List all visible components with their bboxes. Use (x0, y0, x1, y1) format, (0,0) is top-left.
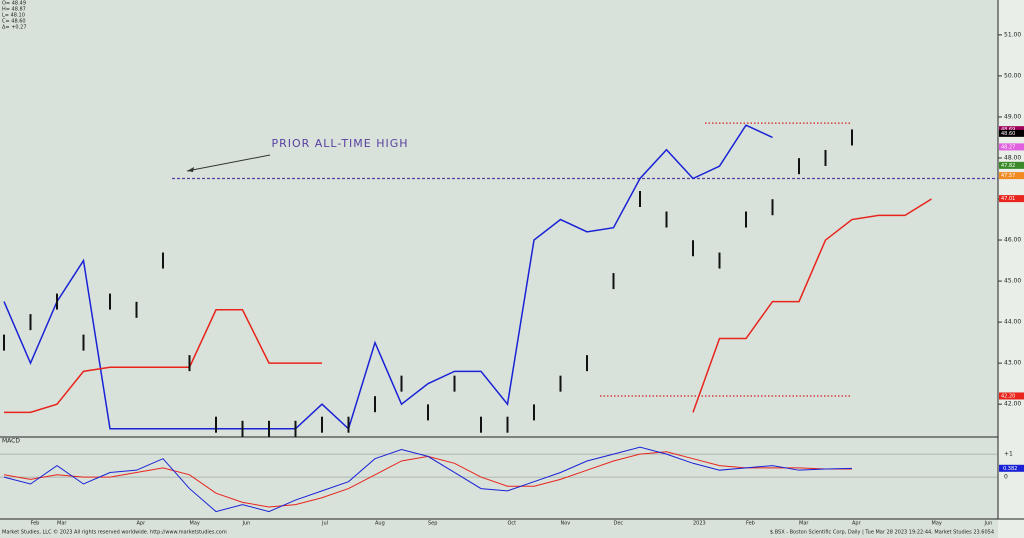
price-label: 47.57 (1001, 173, 1015, 179)
x-tick-label: Apr (137, 521, 147, 527)
price-bar (29, 314, 32, 331)
x-tick-label: Nov (561, 521, 571, 527)
x-tick-label: Dec (614, 521, 624, 527)
price-bar (321, 416, 323, 433)
y-tick-label: 51.00 (1004, 31, 1021, 38)
x-tick-label: Mar (799, 521, 809, 527)
axis-panel (998, 0, 1024, 538)
price-bar (612, 273, 615, 290)
overlay-line (3, 124, 773, 431)
price-label: 47.82 (1001, 163, 1015, 169)
price-bar (374, 396, 376, 413)
macd-title: MACD (2, 438, 20, 445)
x-tick-label: Feb (746, 521, 755, 527)
price-label-box (999, 161, 1024, 169)
ohlc-label: O= 48.49 (2, 1, 26, 7)
x-tick-label: May (190, 521, 200, 527)
y-tick-label: 48.00 (1004, 154, 1021, 161)
y-tick-label: 49.00 (1004, 113, 1021, 120)
price-bar (188, 355, 191, 372)
macd-label-box (999, 464, 1024, 472)
price-bar (745, 211, 747, 228)
y-tick-label: 50.00 (1004, 72, 1021, 79)
x-tick-label: Feb (31, 521, 40, 527)
price-bar (665, 211, 668, 228)
price-bar (294, 420, 297, 437)
price-bar (824, 149, 827, 166)
x-tick-label: 2023 (693, 521, 706, 527)
y-tick-label: 45.00 (1004, 278, 1021, 285)
price-label-box (999, 195, 1024, 203)
y-tick-label: 46.00 (1004, 237, 1021, 244)
y-tick-label: 43.00 (1004, 360, 1021, 367)
y-tick-label: +1 (1004, 451, 1013, 458)
price-bar (480, 416, 482, 433)
price-bar (82, 334, 85, 351)
annotation: PRIOR ALL-TIME HIGH (271, 137, 408, 150)
price-bar (109, 293, 111, 310)
arrow (186, 154, 271, 172)
x-tick-label: Jul (321, 521, 328, 527)
x-tick-label: Apr (852, 521, 862, 527)
price-bar (400, 375, 403, 392)
price-bar (3, 334, 5, 351)
footer-right: $.BSX - Boston Scientific Corp, Daily | … (770, 530, 994, 536)
x-tick-label: May (932, 521, 942, 527)
price-bar (162, 252, 164, 269)
price-bar (718, 252, 721, 269)
price-bar (559, 375, 562, 392)
ohlc-label: L= 48.10 (2, 13, 25, 19)
y-tick-label: 44.00 (1004, 319, 1021, 326)
price-label-box (999, 172, 1024, 180)
price-label-box (999, 143, 1024, 151)
price-label: 47.01 (1001, 196, 1015, 202)
macd-line (3, 446, 853, 513)
x-tick-label: Mar (57, 521, 67, 527)
macd-label: 0.382 (1003, 466, 1017, 472)
overlay-line (4, 198, 932, 414)
price-label: 48.27 (1001, 144, 1015, 150)
x-tick-label: Sep (428, 521, 437, 527)
price-label-box (999, 126, 1024, 134)
ohlc-label: H= 48.87 (2, 7, 26, 13)
price-bar (427, 404, 429, 421)
price-bar (771, 199, 774, 216)
arrow-head (187, 167, 194, 172)
price-bar (692, 240, 694, 257)
price-bar (639, 191, 641, 208)
x-tick-label: Jun (242, 521, 251, 527)
x-tick-label: Jun (984, 521, 993, 527)
ohlc-label: C= 48.60 (2, 19, 26, 25)
y-tick-label: 42.00 (1004, 401, 1021, 408)
price-bar (586, 355, 588, 372)
price-bar (215, 416, 217, 433)
price-bar (56, 293, 58, 310)
x-tick-label: Aug (375, 521, 385, 527)
price-bar (453, 375, 456, 392)
price-bar (798, 158, 800, 175)
price-label-box (999, 392, 1024, 400)
footer-left: Market Studies, LLC © 2023 All rights re… (2, 529, 227, 536)
x-tick-label: Oct (508, 521, 517, 527)
price-label-box (999, 129, 1024, 137)
price-bar (347, 416, 350, 433)
price-bar (135, 301, 138, 318)
y-tick-label: 0 (1004, 474, 1008, 481)
price-bar (241, 420, 244, 437)
price-bar (268, 420, 270, 437)
price-label: 42.20 (1001, 393, 1015, 399)
price-bar (533, 404, 535, 421)
price-label: 48.60 (1001, 131, 1015, 137)
price-bar (851, 129, 853, 146)
price-bar (506, 416, 509, 433)
ohlc-label: Δ= +0.27 (2, 25, 27, 31)
